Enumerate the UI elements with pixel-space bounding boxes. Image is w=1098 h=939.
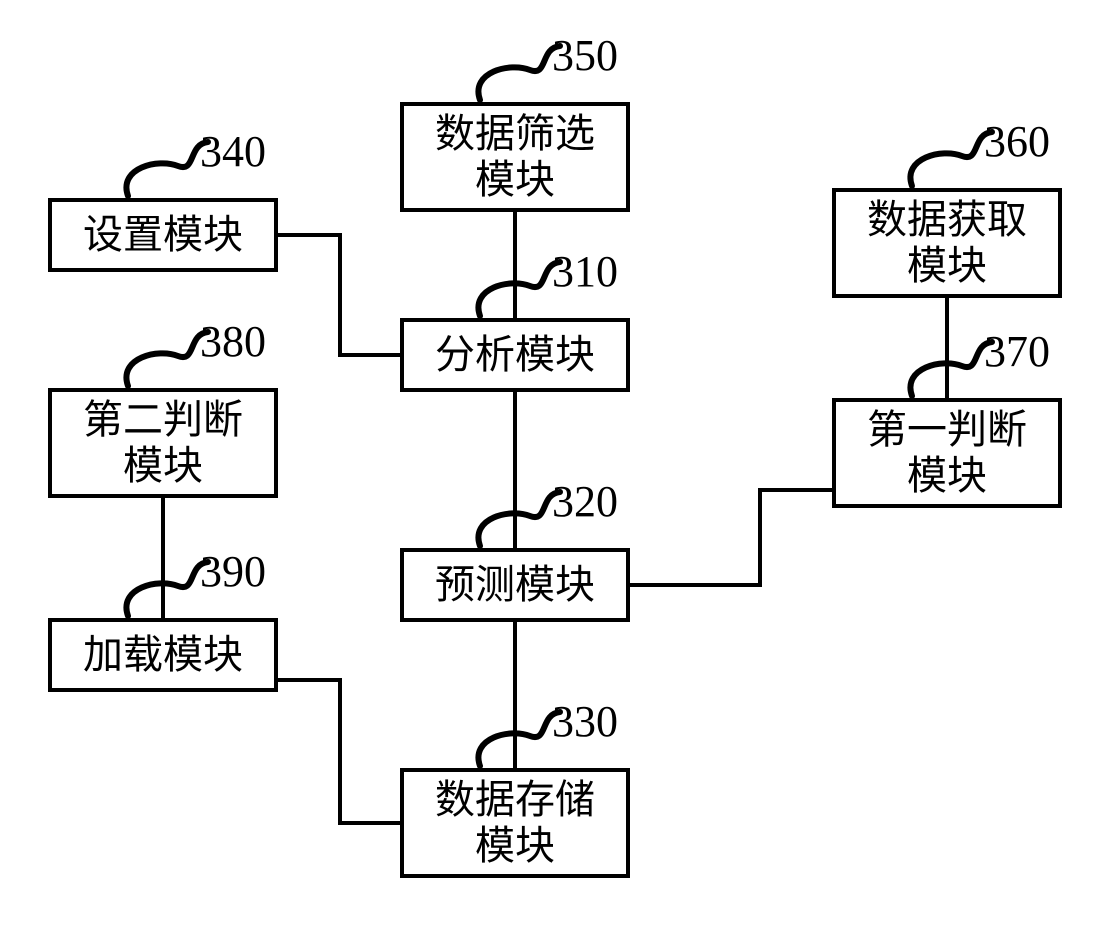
ref-label-320: 320 xyxy=(552,476,618,527)
node-second-judge-module: 第二判断模块 xyxy=(48,388,278,498)
ref-label-310: 310 xyxy=(552,246,618,297)
node-data-acquire-module: 数据获取模块 xyxy=(832,188,1062,298)
callout-l330 xyxy=(478,712,560,766)
callout-l380 xyxy=(126,332,208,386)
edge-n340-n310 xyxy=(278,235,400,355)
ref-label-360: 360 xyxy=(984,116,1050,167)
node-first-judge-module: 第一判断模块 xyxy=(832,398,1062,508)
callout-l370 xyxy=(910,342,992,396)
callout-l340 xyxy=(126,142,208,196)
node-data-filter-module: 数据筛选模块 xyxy=(400,102,630,212)
ref-label-390: 390 xyxy=(200,546,266,597)
node-load-module: 加载模块 xyxy=(48,618,278,692)
node-label: 第一判断模块 xyxy=(867,407,1027,499)
node-label: 数据筛选模块 xyxy=(435,111,595,203)
node-label: 分析模块 xyxy=(435,332,595,378)
callout-l320 xyxy=(478,492,560,546)
ref-label-370: 370 xyxy=(984,326,1050,377)
callout-l390 xyxy=(126,562,208,616)
node-label: 加载模块 xyxy=(83,632,243,678)
callout-l360 xyxy=(910,132,992,186)
node-label: 数据获取模块 xyxy=(867,197,1027,289)
edge-n370-n320 xyxy=(630,490,832,585)
node-label: 设置模块 xyxy=(83,212,243,258)
ref-label-350: 350 xyxy=(552,30,618,81)
node-label: 数据存储模块 xyxy=(435,777,595,869)
ref-label-340: 340 xyxy=(200,126,266,177)
ref-label-380: 380 xyxy=(200,316,266,367)
edge-n390-n330 xyxy=(278,680,400,823)
callout-l310 xyxy=(478,262,560,316)
node-data-store-module: 数据存储模块 xyxy=(400,768,630,878)
node-label: 预测模块 xyxy=(435,562,595,608)
node-settings-module: 设置模块 xyxy=(48,198,278,272)
callout-l350 xyxy=(478,46,560,100)
ref-label-330: 330 xyxy=(552,696,618,747)
node-predict-module: 预测模块 xyxy=(400,548,630,622)
node-label: 第二判断模块 xyxy=(83,397,243,489)
node-analysis-module: 分析模块 xyxy=(400,318,630,392)
